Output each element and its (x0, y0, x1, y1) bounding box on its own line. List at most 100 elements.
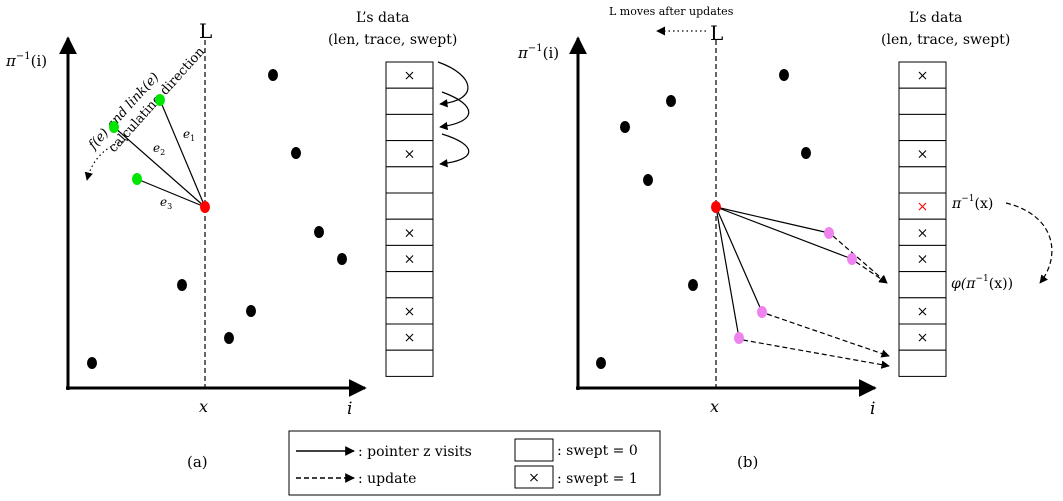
data-title-b: L’s data (909, 10, 962, 26)
legend-update-label: : update (358, 471, 416, 487)
point (268, 69, 278, 81)
data-cell (385, 87, 434, 115)
legend-swept1-mark: × (528, 470, 540, 486)
data-cell (898, 271, 947, 299)
data-cell-mark: × (917, 147, 929, 163)
data-cell-mark: × (917, 330, 929, 346)
point (177, 279, 187, 291)
edge-label-e1: e1 (183, 127, 195, 143)
pink-point (757, 306, 767, 318)
legend-swept0-label: : swept = 0 (557, 443, 638, 459)
point (314, 226, 324, 238)
point (779, 69, 789, 81)
point (246, 305, 256, 317)
move-label: L moves after updates (609, 5, 734, 18)
edge-label-e3: e3 (160, 195, 172, 211)
edge-label-e2: e2 (153, 141, 165, 157)
data-cell (385, 297, 434, 325)
data-cell (898, 61, 947, 89)
caption-b: (b) (737, 453, 758, 471)
data-cell (898, 297, 947, 325)
x-axis-label-a: i (347, 399, 352, 419)
data-cell-mark: × (917, 252, 929, 268)
data-cell (385, 166, 434, 194)
mapping-arrow (1005, 202, 1053, 284)
data-subtitle-a: (len, trace, swept) (328, 32, 457, 48)
data-cell-mark: × (917, 304, 929, 320)
update-arrow (766, 313, 890, 358)
data-cell (385, 271, 434, 299)
legend-swept1-label: : swept = 1 (557, 471, 638, 487)
point (666, 95, 676, 107)
data-cell (898, 140, 947, 168)
pink-point (734, 332, 744, 344)
point (643, 174, 653, 186)
data-cell (898, 113, 947, 142)
legend-pointer-label: : pointer z visits (358, 444, 472, 460)
point (596, 357, 606, 369)
calc-arrow-a (84, 139, 129, 181)
data-title-a: L’s data (356, 10, 409, 26)
data-cell (898, 349, 947, 377)
pink-point (824, 227, 834, 239)
red-point (200, 201, 210, 213)
y-axis-label-b: π−1(i) (517, 43, 559, 62)
data-cell (385, 113, 434, 142)
data-cells-a: × × × × × × (385, 61, 434, 377)
data-cell-mark: × (917, 68, 929, 84)
update-arrow (832, 235, 888, 284)
edge (715, 206, 830, 234)
data-cell-mark: × (917, 199, 929, 215)
legend-box (288, 430, 661, 496)
data-cell-mark: × (404, 252, 416, 268)
edge (715, 206, 853, 260)
caption-a: (a) (187, 453, 208, 471)
data-cell-mark: × (404, 147, 416, 163)
sweep-line-label-b: L (710, 21, 723, 45)
data-cell (385, 192, 434, 220)
sweep-x-label-b: x (710, 397, 719, 416)
panel-a: π−1(i) i L x f(e) and link(e) calculatin… (5, 10, 470, 471)
edge-e1 (159, 99, 206, 208)
trace-arrow-a2 (439, 91, 470, 131)
point (337, 253, 347, 265)
data-cell-mark: × (404, 68, 416, 84)
panel-b: π−1(i) i L x L moves after updates L’s d… (517, 5, 1053, 471)
point (620, 121, 630, 133)
x-axis-label-b: i (870, 399, 875, 419)
legend-swept1-box (514, 465, 554, 489)
data-cell-mark: × (404, 304, 416, 320)
point (87, 357, 97, 369)
data-subtitle-b: (len, trace, swept) (881, 32, 1010, 48)
sweep-x-label-a: x (199, 397, 208, 416)
data-cell (385, 323, 434, 351)
pi-x-label: π−1(x) (951, 194, 993, 212)
green-point (109, 121, 119, 133)
data-cell (385, 349, 434, 377)
update-arrow (855, 261, 888, 284)
legend: : pointer z visits : update : swept = 0 … (288, 430, 661, 496)
point (224, 332, 234, 344)
point (801, 147, 811, 159)
edge (715, 206, 763, 313)
green-point (155, 94, 165, 106)
legend-swept0-box (514, 438, 554, 462)
trace-arrow-a3 (439, 133, 470, 168)
point (688, 279, 698, 291)
sweep-line-label-a: L (199, 19, 212, 43)
trace-arrow-a1 (437, 61, 469, 108)
data-cell-mark: × (404, 225, 416, 241)
y-axis-label-a: π−1(i) (5, 51, 47, 70)
update-arrow (742, 339, 890, 369)
data-cell-mark: × (917, 225, 929, 241)
point (291, 147, 301, 159)
green-point (132, 173, 142, 185)
data-cell (898, 87, 947, 115)
edge-e3 (136, 178, 206, 208)
data-cell-mark: × (404, 330, 416, 346)
pink-point (847, 253, 857, 265)
red-point (711, 201, 721, 213)
data-cell (898, 166, 947, 194)
edge-e2 (113, 126, 206, 208)
